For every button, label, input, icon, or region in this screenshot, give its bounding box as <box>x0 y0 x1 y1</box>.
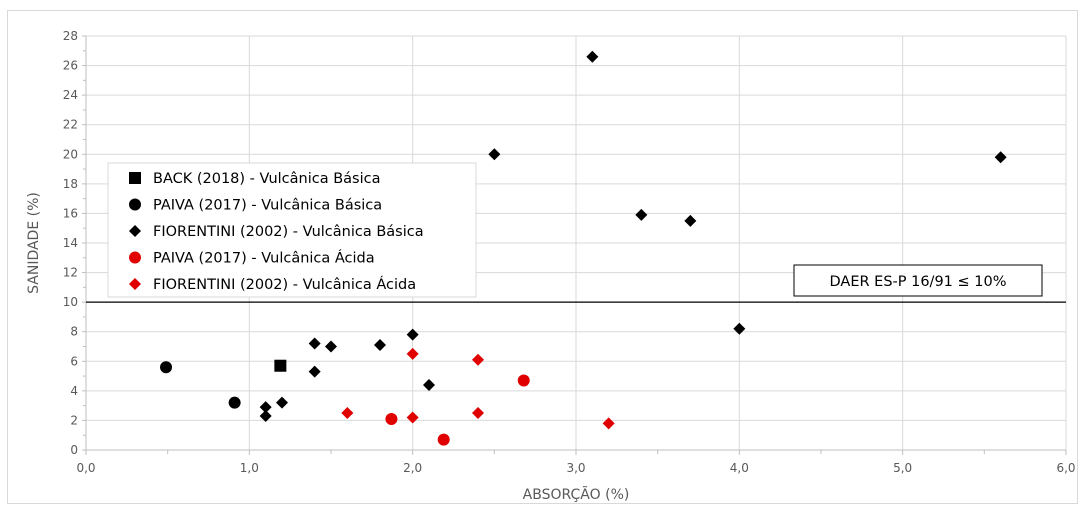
data-point <box>586 50 599 63</box>
x-tick-label: 1,0 <box>240 461 259 475</box>
y-tick-label: 16 <box>63 206 78 220</box>
y-tick-label: 28 <box>63 29 78 43</box>
series-1 <box>160 361 241 409</box>
y-tick-label: 4 <box>70 384 78 398</box>
x-tick-label: 0,0 <box>76 461 95 475</box>
series-2 <box>259 50 1007 422</box>
y-tick-label: 14 <box>63 236 78 250</box>
data-points <box>160 50 1007 446</box>
x-tick-label: 2,0 <box>403 461 422 475</box>
reference-annotation-box <box>793 264 1043 297</box>
x-tick-label: 5,0 <box>893 461 912 475</box>
y-axis-title: SANIDADE (%) <box>26 192 42 294</box>
legend-label: FIORENTINI (2002) - Vulcânica Básica <box>153 224 424 240</box>
x-tick-label: 4,0 <box>730 461 749 475</box>
y-tick-label: 22 <box>63 118 78 132</box>
legend-label: FIORENTINI (2002) - Vulcânica Ácida <box>153 276 416 293</box>
axes <box>82 35 1067 455</box>
data-point <box>274 359 287 372</box>
series-0 <box>274 359 287 372</box>
legend-marker <box>129 278 141 290</box>
data-point <box>635 208 648 221</box>
y-tick-label: 2 <box>70 413 78 427</box>
data-point <box>472 353 484 366</box>
data-point <box>406 411 419 424</box>
data-point <box>406 328 419 341</box>
legend-label: PAIVA (2017) - Vulcânica Básica <box>153 198 382 214</box>
legend-label: PAIVA (2017) - Vulcânica Ácida <box>153 250 375 267</box>
data-point <box>259 401 272 414</box>
legend-box <box>107 162 477 298</box>
y-tick-label: 8 <box>70 325 78 339</box>
data-point <box>994 151 1007 164</box>
legend-label: BACK (2018) - Vulcânica Básica <box>153 171 381 187</box>
legend: BACK (2018) - Vulcânica Básica PAIVA (201… <box>107 162 477 298</box>
y-tick-label: 26 <box>63 59 78 73</box>
y-tick-label: 0 <box>70 443 78 457</box>
series-3 <box>385 374 530 446</box>
reference-line-group: DAER ES-P 16/91 ≤ 10% <box>86 264 1066 303</box>
y-tick-label: 20 <box>63 147 78 161</box>
data-point <box>406 347 419 360</box>
data-point <box>423 378 435 391</box>
x-axis-title: ABSORÇÃO (%) <box>523 486 630 503</box>
y-tick-label: 12 <box>63 266 78 280</box>
data-point <box>437 433 450 446</box>
data-point <box>385 412 398 425</box>
data-point <box>308 337 321 350</box>
data-point <box>517 374 530 387</box>
data-point <box>308 365 321 378</box>
series-4 <box>341 347 615 430</box>
legend-marker <box>129 225 141 237</box>
data-point <box>341 407 354 420</box>
data-point <box>325 340 337 353</box>
data-point <box>276 396 288 409</box>
data-point <box>228 396 241 409</box>
y-tick-label: 10 <box>63 295 78 309</box>
data-point <box>733 322 746 335</box>
data-point <box>488 148 501 161</box>
y-tick-label: 18 <box>63 177 78 191</box>
x-tick-label: 6,0 <box>1056 461 1075 475</box>
legend-marker <box>129 251 141 264</box>
reference-annotation-label: DAER ES-P 16/91 ≤ 10% <box>829 274 1006 290</box>
data-point <box>684 214 697 227</box>
data-point <box>259 409 272 422</box>
y-tick-label: 24 <box>63 88 78 102</box>
data-point <box>374 339 386 352</box>
legend-marker <box>129 172 141 184</box>
legend-marker <box>129 198 141 211</box>
data-point <box>472 407 484 420</box>
data-point <box>602 417 615 430</box>
x-tick-label: 3,0 <box>566 461 585 475</box>
data-point <box>160 361 173 374</box>
y-tick-label: 6 <box>70 354 78 368</box>
